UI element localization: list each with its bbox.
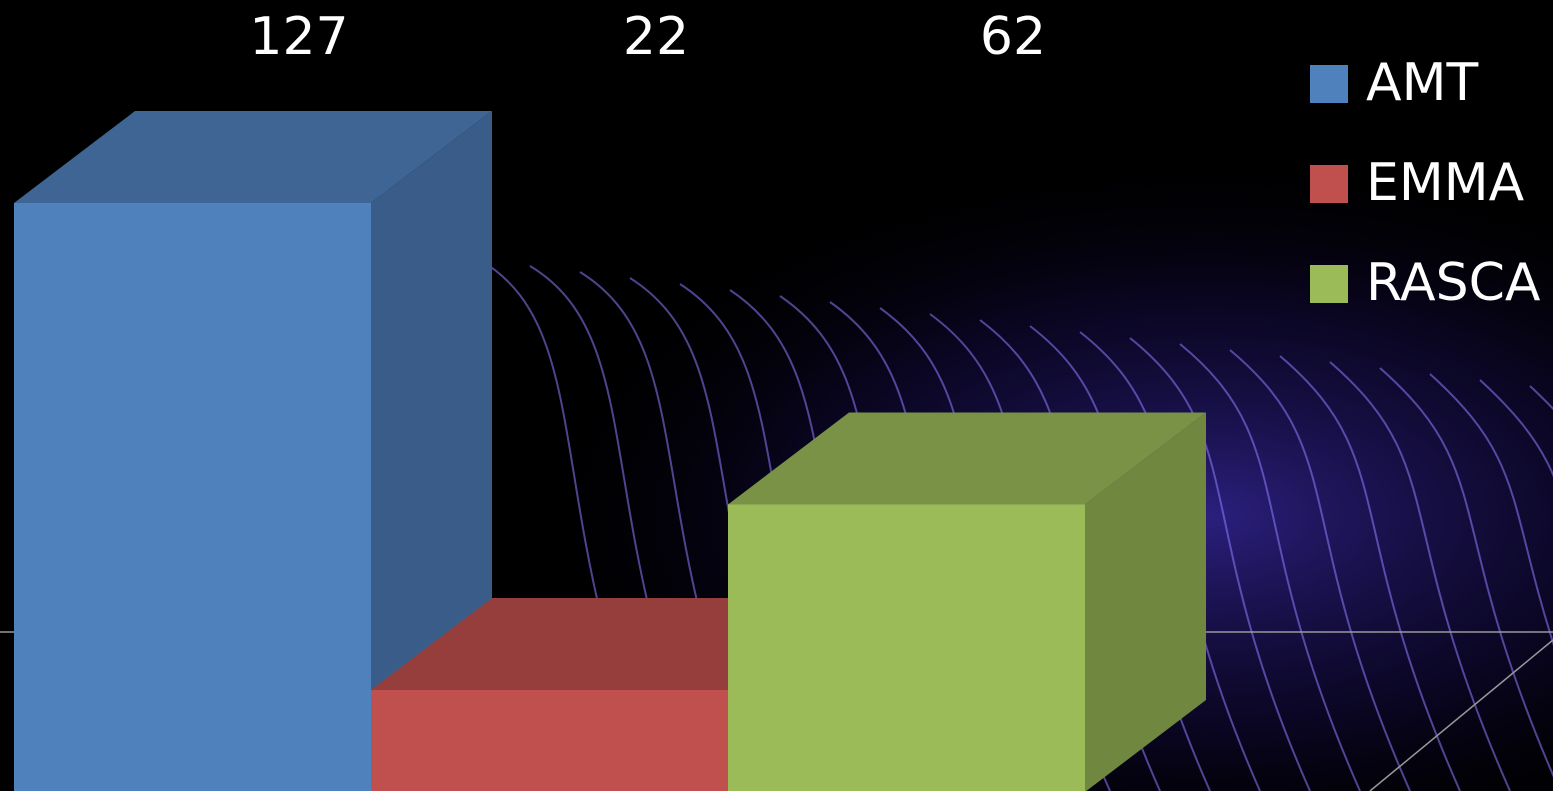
wave — [1179, 343, 1361, 791]
data-label: 127 — [249, 7, 348, 67]
legend-swatch — [1310, 265, 1348, 303]
data-label: 22 — [623, 7, 689, 67]
wave — [1279, 355, 1461, 791]
bar-side — [1085, 412, 1206, 791]
plot-area — [14, 111, 1206, 791]
legend-label: EMMA — [1366, 153, 1525, 213]
wave — [1379, 367, 1553, 778]
bar-top — [728, 412, 1206, 505]
legend-swatch — [1310, 165, 1348, 203]
legend: AMT EMMA RASCA — [1310, 53, 1541, 313]
legend-label: RASCA — [1366, 253, 1541, 313]
bar — [728, 412, 1206, 791]
legend-label: AMT — [1366, 53, 1478, 113]
bar-front — [728, 504, 1085, 791]
wave — [1229, 349, 1411, 791]
bar-top — [14, 111, 492, 203]
wave — [1429, 373, 1553, 646]
wave — [1129, 337, 1311, 791]
legend-swatch — [1310, 65, 1348, 103]
wave — [1329, 361, 1511, 791]
floor-line — [1369, 639, 1553, 791]
bar-front — [371, 689, 728, 791]
bar-front — [14, 203, 371, 791]
wave — [1479, 379, 1553, 478]
data-label: 62 — [980, 7, 1046, 67]
